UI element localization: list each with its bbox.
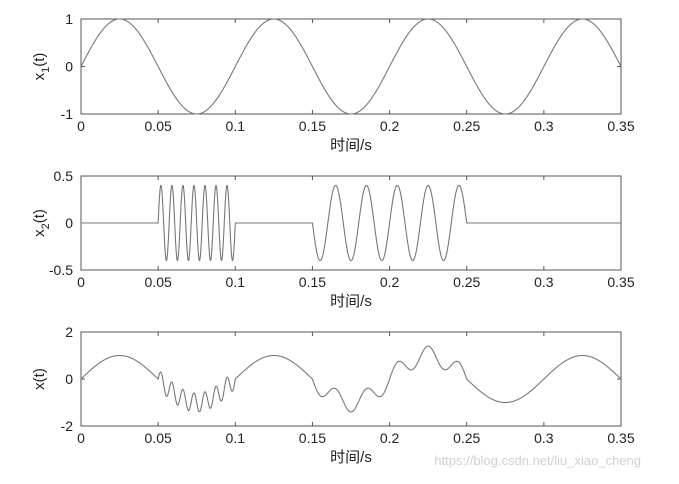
x-tick-label: 0.25 [453,274,480,290]
watermark-text: https://blog.csdn.net/liu_xiao_cheng [434,453,641,468]
x-tick-label: 0.2 [380,430,400,446]
chart-panel-2: 0 0.05 0.1 0.15 0.2 0.25 0.3 0.350.50-0.5时间/sx2… [31,168,635,310]
x-tick-label: 0.35 [607,274,634,290]
y-axis-label: x2(t) [31,209,52,237]
y-axis-label-subscript: 1 [40,67,52,73]
x-tick-label: 0.05 [145,430,172,446]
y-tick-label: -1 [61,106,74,122]
x-tick-label: 0.35 [607,118,634,134]
y-axis-label-main: x [31,72,48,80]
plot-frame [80,18,622,115]
x-tick-label: 0.1 [226,430,246,446]
signal-line [80,345,622,413]
y-tick-label: 0 [65,59,73,75]
y-tick-label: 1 [65,11,73,27]
x-tick-label: 0.15 [299,430,326,446]
y-axis-label-subscript: 2 [40,223,52,229]
signal-line [81,184,621,262]
y-axis-label: x(t) [31,368,48,390]
x-tick-label: 0.25 [453,118,480,134]
x-tick-label: 0.2 [380,118,400,134]
y-tick-label: 0 [65,371,73,387]
x-tick-label: 0.05 [145,274,172,290]
x-axis-label: 时间/s [330,449,372,466]
x-tick-label: 0.3 [534,118,554,134]
y-axis-label-suffix: (t) [31,209,48,223]
y-axis-label-main: x [31,229,48,237]
y-tick-label: -2 [61,418,74,434]
x-tick-label: 0 [77,274,85,290]
y-axis-label-suffix: (t) [31,53,48,67]
x-tick-label: 0.05 [145,118,172,134]
x-tick-label: 0.3 [534,430,554,446]
y-tick-label: 0.5 [54,168,74,184]
x-tick-label: 0.25 [453,430,480,446]
y-tick-label: 0 [65,215,73,231]
x-tick-label: 0.1 [226,118,246,134]
x-tick-label: 0.15 [299,274,326,290]
x-tick-label: 0.2 [380,274,400,290]
x-tick-label: 0.1 [226,274,246,290]
x-axis-label: 时间/s [330,137,372,154]
y-tick-label: 2 [65,324,73,340]
x-tick-label: 0 [77,118,85,134]
y-axis-label-main: x(t) [31,368,48,390]
x-axis-label: 时间/s [330,293,372,310]
x-tick-label: 0.15 [299,118,326,134]
x-tick-label: 0.35 [607,430,634,446]
x-tick-label: 0.3 [534,274,554,290]
y-axis-label: x1(t) [31,53,52,81]
signal-line [80,18,622,115]
y-tick-label: -0.5 [49,262,73,278]
x-tick-label: 0 [77,430,85,446]
